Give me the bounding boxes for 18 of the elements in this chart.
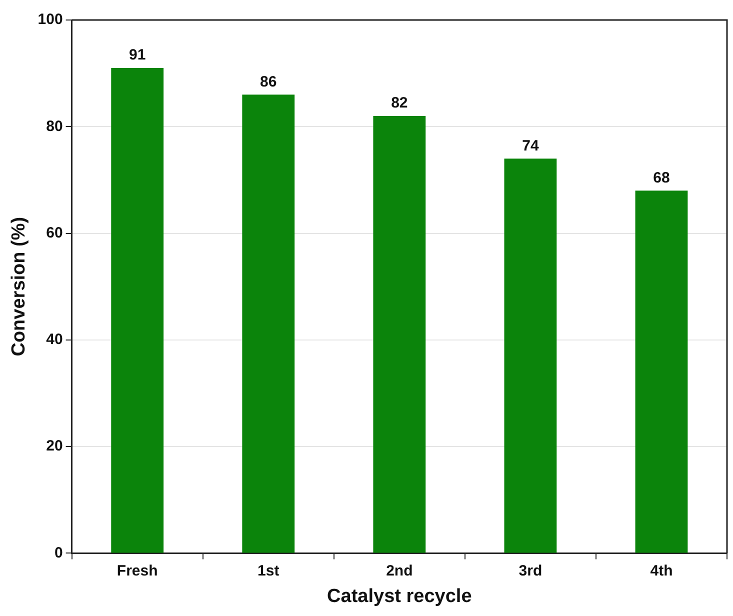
x-axis-title: Catalyst recycle [327,586,472,607]
data-label: 74 [522,137,540,154]
data-label: 82 [391,94,408,112]
y-tick-label: 40 [46,331,63,348]
y-tick-label: 20 [46,438,63,455]
y-tick-label: 100 [38,11,63,28]
y-tick-label: 0 [54,544,63,562]
x-tick-label: 2nd [386,562,413,580]
x-tick-label: 4th [650,562,673,580]
x-tick-label: Fresh [116,562,158,580]
data-label: 91 [129,46,146,64]
data-label: 86 [260,73,277,90]
y-tick-label: 60 [46,224,63,242]
y-tick-label: 80 [46,118,63,135]
x-tick-label: 1st [258,562,280,580]
y-axis-title: Conversion (%) [8,216,30,356]
x-tick-label: 3rd [518,562,542,580]
data-label: 68 [653,169,670,186]
